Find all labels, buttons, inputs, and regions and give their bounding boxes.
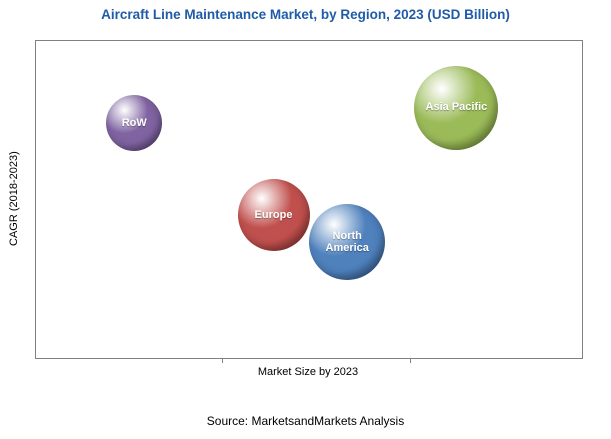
chart-title: Aircraft Line Maintenance Market, by Reg… [101, 7, 510, 22]
bubble-europe: Europe [237, 179, 310, 252]
bubble-label: Europe [254, 209, 293, 222]
x-axis-tick [221, 359, 223, 363]
y-axis-label: CAGR (2018-2023) [8, 151, 20, 246]
bubble-label: North America [325, 229, 369, 255]
bubble-north-america: North America [309, 204, 386, 281]
bubble-row: RoW [106, 95, 163, 152]
source-attribution: Source: MarketsandMarkets Analysis [206, 414, 405, 428]
x-axis-label: Market Size by 2023 [257, 366, 359, 378]
bubble-asia-pacific: Asia Pacific [414, 65, 499, 150]
bubble-label: Asia Pacific [425, 101, 488, 114]
bubble-label: RoW [121, 117, 147, 130]
plot-area: RoW Europe North America Asia Pacific [35, 40, 583, 363]
x-axis-tick [410, 359, 411, 363]
